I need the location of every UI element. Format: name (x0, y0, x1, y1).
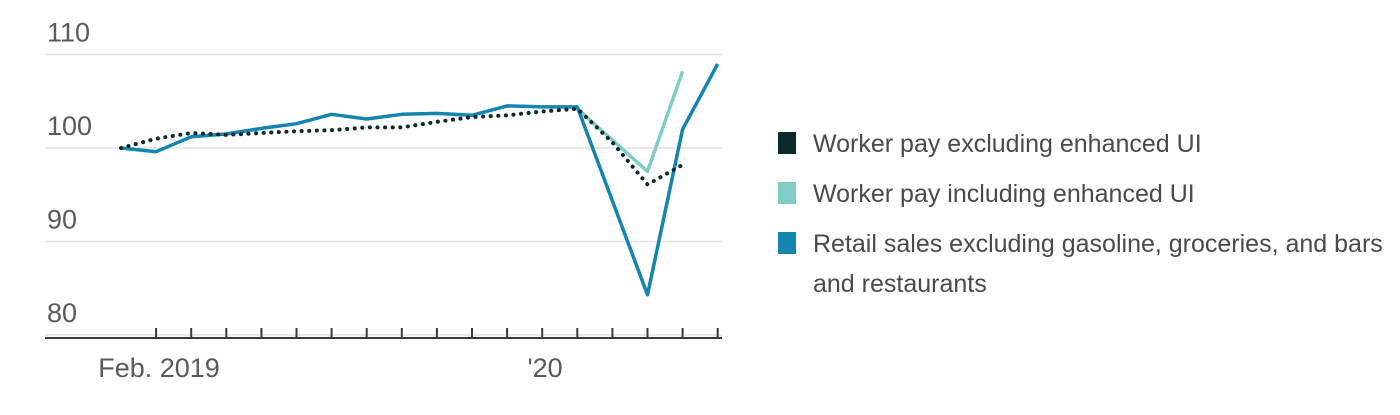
legend: Worker pay excluding enhanced UI Worker … (778, 124, 1388, 314)
series-line-2 (120, 63, 720, 297)
x-tick-label: Feb. 2019 (98, 353, 220, 383)
gridlines (45, 53, 722, 336)
series-lines (119, 63, 720, 297)
legend-swatch (778, 182, 796, 204)
legend-swatch (778, 132, 796, 154)
legend-label: Retail sales excluding gasoline, groceri… (813, 230, 1383, 298)
x-axis (45, 328, 722, 339)
legend-swatch (778, 232, 796, 254)
x-tick-label: '20 (528, 353, 563, 383)
legend-item-retail-sales: Retail sales excluding gasoline, groceri… (778, 224, 1388, 304)
y-tick-label: 90 (47, 205, 77, 235)
series-line-0 (119, 106, 685, 187)
legend-item-worker-pay-excluding-ui: Worker pay excluding enhanced UI (778, 124, 1388, 164)
series-line-1 (576, 70, 685, 174)
x-axis-tick-labels: Feb. 2019 '20 (98, 353, 562, 383)
legend-item-worker-pay-including-ui: Worker pay including enhanced UI (778, 174, 1388, 214)
legend-label: Worker pay excluding enhanced UI (813, 130, 1202, 158)
line-chart: 80 90 100 110 Feb. 2019 '20 (45, 18, 722, 383)
y-tick-label: 80 (47, 298, 77, 328)
legend-label: Worker pay including enhanced UI (813, 180, 1195, 208)
y-tick-label: 100 (47, 111, 92, 141)
y-tick-label: 110 (47, 18, 90, 48)
y-axis-tick-labels: 80 90 100 110 (47, 18, 92, 329)
